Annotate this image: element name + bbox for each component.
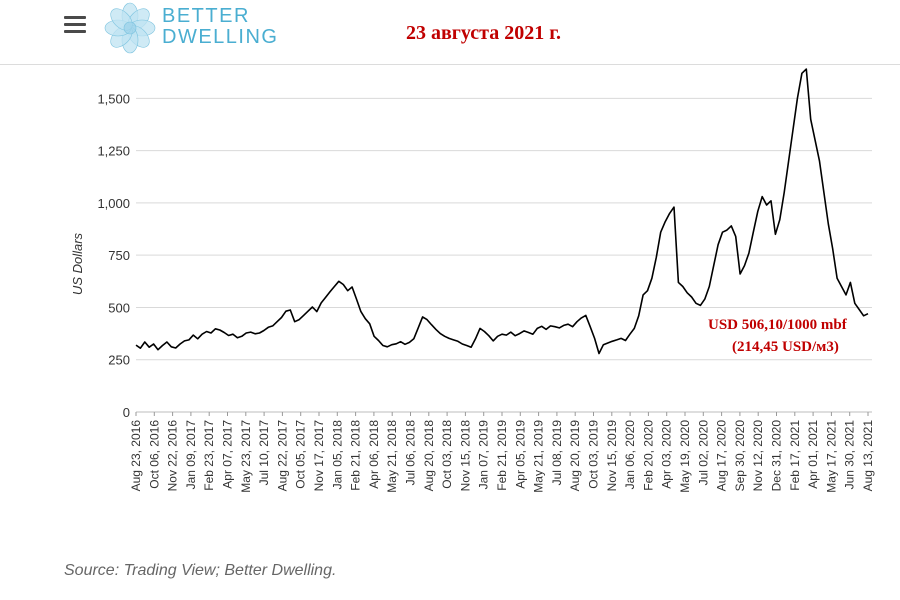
x-tick-label: Oct 03, 2019 [587, 420, 601, 489]
price-chart: 0 250 500 750 1,000 1,250 1,500 Aug 23, 2016 Oc… [70, 68, 875, 493]
logo-text[interactable]: BETTER DWELLING [162, 6, 278, 48]
hamburger-icon[interactable] [64, 16, 86, 34]
x-tick-label: Aug 23, 2016 [129, 420, 143, 492]
x-tick-label: Nov 15, 2019 [605, 420, 619, 492]
x-tick-label: Feb 20, 2020 [641, 420, 655, 491]
x-tick-label: Apr 01, 2021 [806, 420, 820, 489]
x-tick-label: Jun 30, 2021 [843, 420, 857, 490]
source-note: Source: Trading View; Better Dwelling. [64, 562, 337, 579]
x-tick-label: May 21, 2019 [532, 420, 546, 493]
y-tick-label: 1,500 [97, 91, 130, 106]
x-tick-label: Aug 13, 2021 [861, 420, 875, 492]
logo-line-2: DWELLING [162, 26, 279, 48]
date-title: 23 августа 2021 г. [406, 22, 562, 44]
annotation-price: USD 506,10/1000 mbf [708, 317, 847, 333]
x-tick-label: May 17, 2021 [824, 420, 838, 493]
x-tick-label: Jan 06, 2020 [623, 420, 637, 490]
y-tick-label: 1,000 [97, 196, 130, 211]
x-tick-label: Apr 07, 2017 [221, 420, 235, 489]
x-tick-label: Dec 31, 2020 [770, 420, 784, 492]
x-tick-label: May 21, 2018 [385, 420, 399, 493]
x-tick-label: Oct 03, 2018 [440, 420, 454, 489]
x-tick-label: Jul 06, 2018 [404, 420, 418, 486]
x-tick-label: Apr 03, 2020 [660, 420, 674, 489]
series-layer [135, 68, 869, 355]
x-tick-label: Aug 22, 2017 [275, 420, 289, 492]
x-tick-label: Oct 06, 2016 [147, 420, 161, 489]
x-tick-label: May 19, 2020 [678, 420, 692, 493]
x-tick-label: Nov 12, 2020 [751, 420, 765, 492]
x-tick-label: Jul 10, 2017 [257, 420, 271, 486]
y-tick-label: 250 [108, 353, 130, 368]
y-tick-label: 500 [108, 300, 130, 315]
x-tick-label: Jan 09, 2017 [184, 420, 198, 490]
x-tick-label: Feb 23, 2017 [202, 420, 216, 491]
x-tick-label: Feb 21, 2018 [349, 420, 363, 491]
x-tick-label: Apr 06, 2018 [367, 420, 381, 489]
x-tick-label: Jan 05, 2018 [330, 420, 344, 490]
x-tick-label: Oct 05, 2017 [294, 420, 308, 489]
y-tick-label: 1,250 [97, 144, 130, 159]
x-tick-label: Nov 15, 2018 [458, 420, 472, 492]
y-tick-label: 750 [108, 248, 130, 263]
x-tick-label: Apr 05, 2019 [513, 420, 527, 489]
x-tick-label: Sep 30, 2020 [733, 420, 747, 492]
x-tick-label: Aug 20, 2019 [568, 420, 582, 492]
x-tick-label: May 23, 2017 [239, 420, 253, 493]
logo-line-1: BETTER [162, 5, 250, 27]
x-axis-ticks: Aug 23, 2016 Oct 06, 2016 Nov 22, 2016 Jan … [129, 412, 875, 493]
flower-logo-icon[interactable] [101, 0, 159, 56]
x-tick-label: Nov 22, 2016 [166, 420, 180, 492]
x-tick-label: Jul 08, 2019 [550, 420, 564, 486]
x-tick-label: Jan 07, 2019 [477, 420, 491, 490]
x-tick-label: Feb 21, 2019 [495, 420, 509, 491]
x-tick-label: Aug 17, 2020 [715, 420, 729, 492]
series-line [135, 68, 869, 355]
site-header: BETTER DWELLING 23 августа 2021 г. [0, 0, 900, 65]
x-tick-label: Aug 20, 2018 [422, 420, 436, 492]
y-axis-label: US Dollars [70, 232, 85, 295]
annotation-metric: (214,45 USD/м3) [732, 339, 839, 355]
y-axis-ticks: 0 250 500 750 1,000 1,250 1,500 [97, 91, 130, 420]
gridlines [136, 97, 872, 413]
x-tick-label: Nov 17, 2017 [312, 420, 326, 492]
x-tick-label: Feb 17, 2021 [788, 420, 802, 491]
x-tick-label: Jul 02, 2020 [696, 420, 710, 486]
y-tick-label: 0 [123, 405, 130, 420]
